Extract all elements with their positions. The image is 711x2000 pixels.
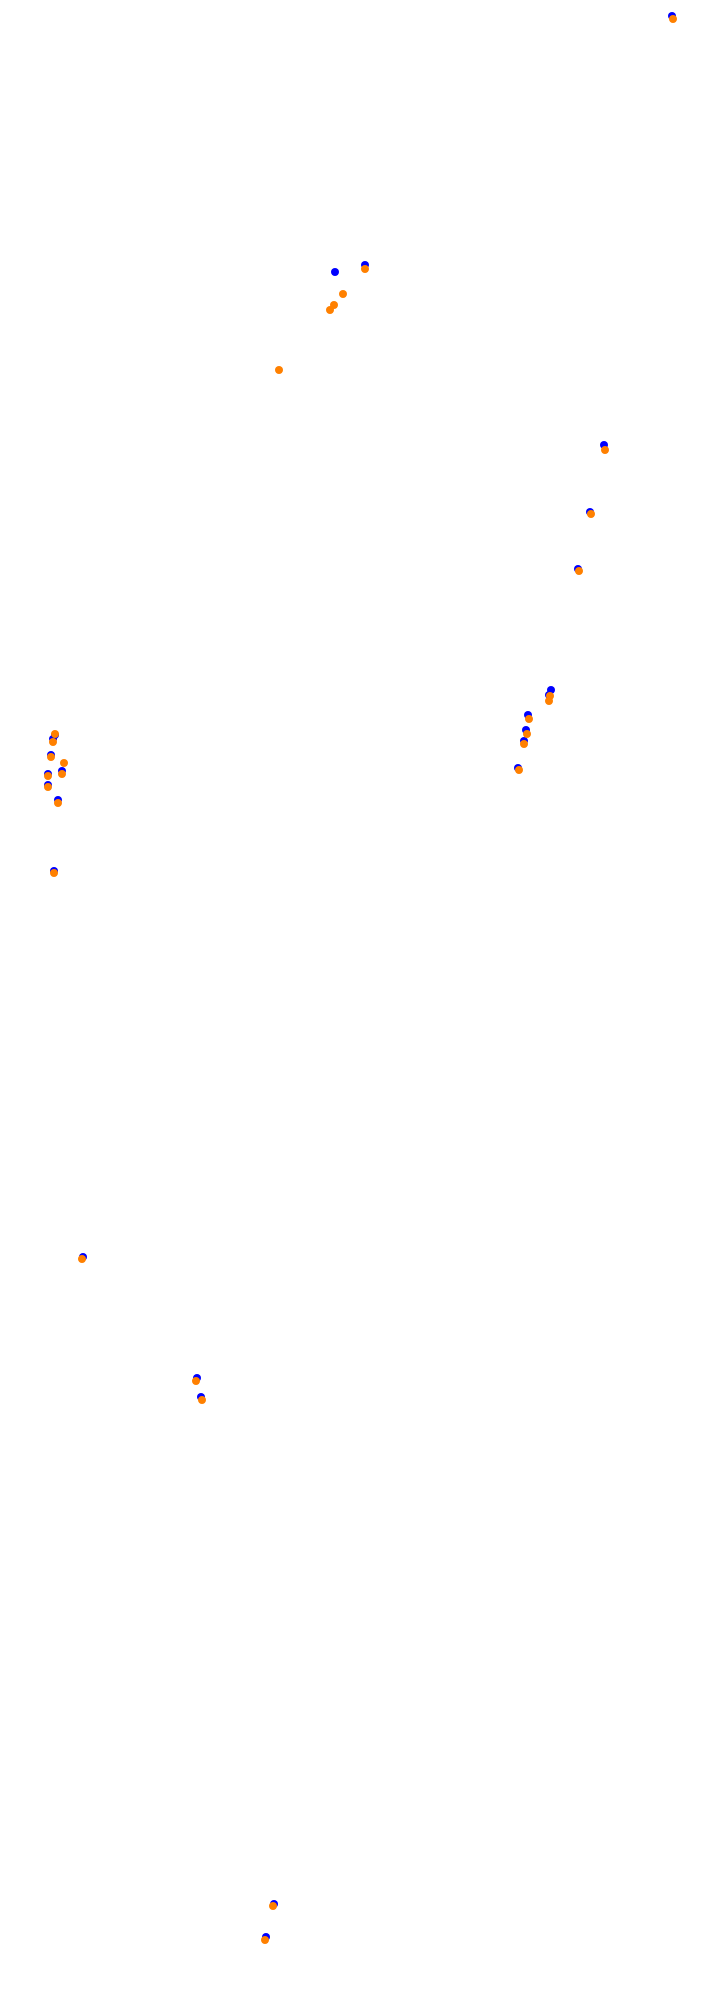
data-point — [269, 1902, 277, 1910]
data-point — [60, 759, 68, 767]
data-point — [198, 1396, 206, 1404]
data-point — [515, 766, 523, 774]
data-point — [587, 510, 595, 518]
data-point — [58, 770, 66, 778]
data-point — [575, 567, 583, 575]
data-point — [525, 715, 533, 723]
data-point — [192, 1377, 200, 1385]
data-point — [261, 1936, 269, 1944]
data-point — [78, 1255, 86, 1263]
data-point — [330, 301, 338, 309]
data-point — [669, 15, 677, 23]
data-point — [44, 772, 52, 780]
series-1 — [44, 12, 676, 1941]
data-point — [44, 783, 52, 791]
data-point — [601, 446, 609, 454]
data-point — [547, 686, 555, 694]
data-point — [54, 799, 62, 807]
data-point — [520, 740, 528, 748]
data-point — [361, 265, 369, 273]
data-point — [51, 730, 59, 738]
series-2 — [44, 15, 677, 1944]
data-point — [523, 730, 531, 738]
data-point — [47, 753, 55, 761]
data-point — [50, 869, 58, 877]
data-point — [331, 268, 339, 276]
data-point — [546, 692, 554, 700]
data-point — [339, 290, 347, 298]
data-point — [49, 738, 57, 746]
series-layer — [44, 12, 677, 1944]
data-point — [275, 366, 283, 374]
